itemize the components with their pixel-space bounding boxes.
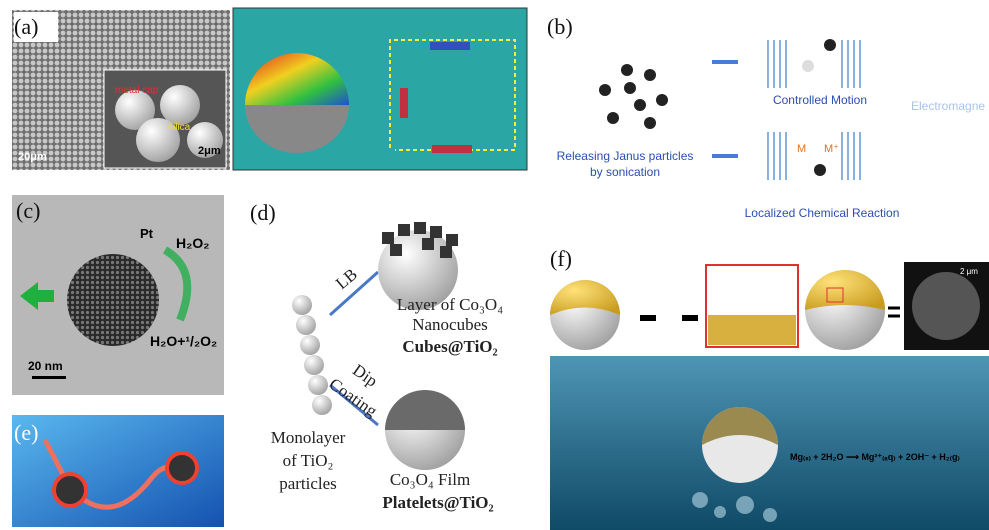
scale-label: 2 μm [960,267,978,276]
annotation: silica [168,122,191,133]
product-label: Co₃O₄ Film [390,470,470,489]
annotation: M⁺ [824,143,839,155]
caption: by sonication [590,165,660,179]
panel-d: (d) LB Layer of Co₃O₄ Nanocubes Cubes@Ti… [250,200,503,512]
scale-label: 20 nm [28,359,63,373]
start-label: particles [279,474,337,493]
panel-b: (b) Releasing Janus particles by sonicat… [547,14,985,220]
annotation: M [797,143,806,155]
annotation: metal cap [115,85,159,96]
scale-label: 20μm [18,151,47,163]
start-label: Monolayer [271,428,346,447]
panel-a: metal cap silica 20μm 2μm (a) [12,7,528,171]
panel-label: (f) [550,246,572,271]
caption: Controlled Motion [773,93,867,107]
equation: Mg₍ₛ₎ + 2H₂O ⟶ Mg²⁺₍ₐq₎ + 2OH⁻ + H₂₍g₎ [790,452,960,462]
product-label: Nanocubes [412,315,488,334]
product-name: Platelets@TiO₂ [382,493,493,512]
caption: Electromagne [911,99,985,113]
panel-label: (d) [250,200,276,225]
annotation: H₂O+¹/₂O₂ [150,333,217,349]
panel-f: (f) 2 μm Mg₍ₛ₎ + 2H₂O ⟶ Mg²⁺₍ₐq₎ + 2OH⁻ … [550,246,989,530]
annotation: H₂O₂ [176,235,209,251]
panel-e: (e) [12,415,224,527]
scale-label: 2μm [198,145,221,157]
caption: Releasing Janus particles [557,149,694,163]
panel-label: (e) [14,420,38,445]
caption: Localized Chemical Reaction [745,206,900,220]
start-label: of TiO₂ [283,451,334,470]
panel-label: (b) [547,14,573,39]
panel-c: Pt H₂O₂ H₂O+¹/₂O₂ 20 nm (c) [12,195,224,395]
product-name: Cubes@TiO₂ [402,337,497,356]
panel-label: (a) [14,14,38,39]
route-label: LB [332,265,361,294]
panel-label: (c) [16,198,40,223]
annotation: Pt [140,226,154,241]
product-label: Layer of Co₃O₄ [397,295,503,314]
